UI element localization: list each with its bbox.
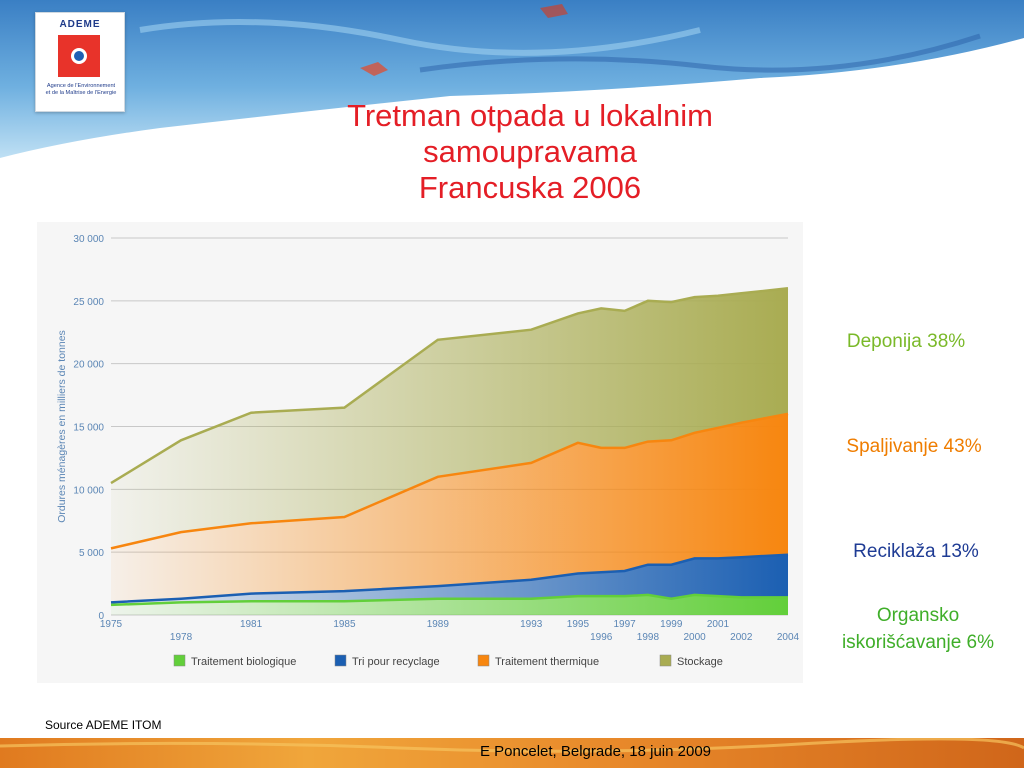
x-tick-label: 1989 bbox=[427, 619, 450, 630]
note-organsko: Organsko iskorišćavanje 6% bbox=[812, 602, 1024, 656]
legend-swatch bbox=[334, 654, 347, 667]
area-recyclage bbox=[111, 554, 788, 605]
y-tick-label: 15 000 bbox=[73, 423, 104, 434]
title-line: Francuska 2006 bbox=[418, 170, 642, 205]
legend-label: Traitement thermique bbox=[495, 656, 599, 668]
legend-swatch bbox=[659, 654, 672, 667]
legend-label: Stockage bbox=[677, 656, 723, 668]
y-tick-label: 30 000 bbox=[73, 234, 104, 245]
x-tick-label: 1996 bbox=[590, 632, 613, 643]
y-tick-label: 20 000 bbox=[73, 360, 104, 371]
footer-credit: E Poncelet, Belgrade, 18 juin 2009 bbox=[480, 743, 711, 760]
y-axis-title: Ordures ménagères en milliers de tonnes bbox=[56, 330, 68, 523]
note-reciklaza: Reciklaža 13% bbox=[853, 541, 979, 562]
line-recyclage bbox=[110, 553, 789, 604]
source-note: Source ADEME ITOM bbox=[45, 718, 162, 732]
title-line: Tretman otpada u lokalnim bbox=[347, 98, 713, 133]
area-stockage bbox=[111, 288, 788, 549]
note-organsko-line: iskorišćavanje 6% bbox=[841, 632, 995, 653]
ademe-logo: ADEME Agence de l'Environnement et de la… bbox=[35, 12, 125, 112]
x-tick-label: 1993 bbox=[520, 619, 543, 630]
bottom-banner bbox=[0, 738, 1024, 768]
area-chart: 0 5 000 10 000 15 000 20 000 25 000 30 000 1975… bbox=[56, 234, 800, 668]
line-stockage bbox=[110, 287, 789, 485]
area-biologique bbox=[111, 594, 788, 615]
y-tick-label: 0 bbox=[98, 611, 104, 622]
x-tick-label: 1978 bbox=[170, 632, 193, 643]
note-spaljivanje: Spaljivanje 43% bbox=[846, 436, 982, 457]
x-tick-label: 1981 bbox=[240, 619, 263, 630]
x-tick-label: 1995 bbox=[567, 619, 590, 630]
logo-name: ADEME bbox=[59, 19, 101, 30]
x-tick-label: 1985 bbox=[333, 619, 356, 630]
note-organsko-line: Organsko bbox=[876, 605, 960, 626]
note-deponija: Deponija 38% bbox=[846, 331, 966, 352]
x-tick-label: 1997 bbox=[613, 619, 636, 630]
slide-title: Tretman otpada u lokalnim samoupravama F… bbox=[250, 98, 810, 206]
x-tick-label: 2001 bbox=[707, 619, 730, 630]
logo-subtitle-line: et de la Maîtrise de l'Energie bbox=[45, 90, 117, 96]
x-tick-label: 2002 bbox=[730, 632, 753, 643]
x-tick-label: 1998 bbox=[637, 632, 660, 643]
chart-panel: 0 5 000 10 000 15 000 20 000 25 000 30 000 1975… bbox=[37, 222, 803, 683]
area-thermique bbox=[111, 413, 788, 603]
logo-emblem bbox=[58, 35, 100, 77]
x-tick-label: 2000 bbox=[683, 632, 706, 643]
line-biologique bbox=[110, 593, 788, 607]
y-tick-label: 5 000 bbox=[79, 548, 104, 559]
legend-swatch bbox=[477, 654, 490, 667]
legend-swatch bbox=[173, 654, 186, 667]
legend-label: Traitement biologique bbox=[191, 656, 296, 668]
globe-icon bbox=[71, 48, 87, 64]
legend-label: Tri pour recyclage bbox=[352, 656, 440, 668]
title-line: samoupravama bbox=[423, 134, 637, 169]
line-thermique bbox=[110, 412, 789, 550]
y-tick-label: 10 000 bbox=[73, 485, 104, 496]
y-tick-label: 25 000 bbox=[73, 297, 104, 308]
sky-banner bbox=[0, 0, 1024, 158]
x-tick-label: 1975 bbox=[100, 619, 123, 630]
logo-subtitle-line: Agence de l'Environnement bbox=[46, 83, 116, 89]
x-tick-label: 1999 bbox=[660, 619, 683, 630]
logo-subtitle: Agence de l'Environnement et de la Maîtr… bbox=[40, 83, 122, 97]
x-tick-label: 2004 bbox=[777, 632, 800, 643]
